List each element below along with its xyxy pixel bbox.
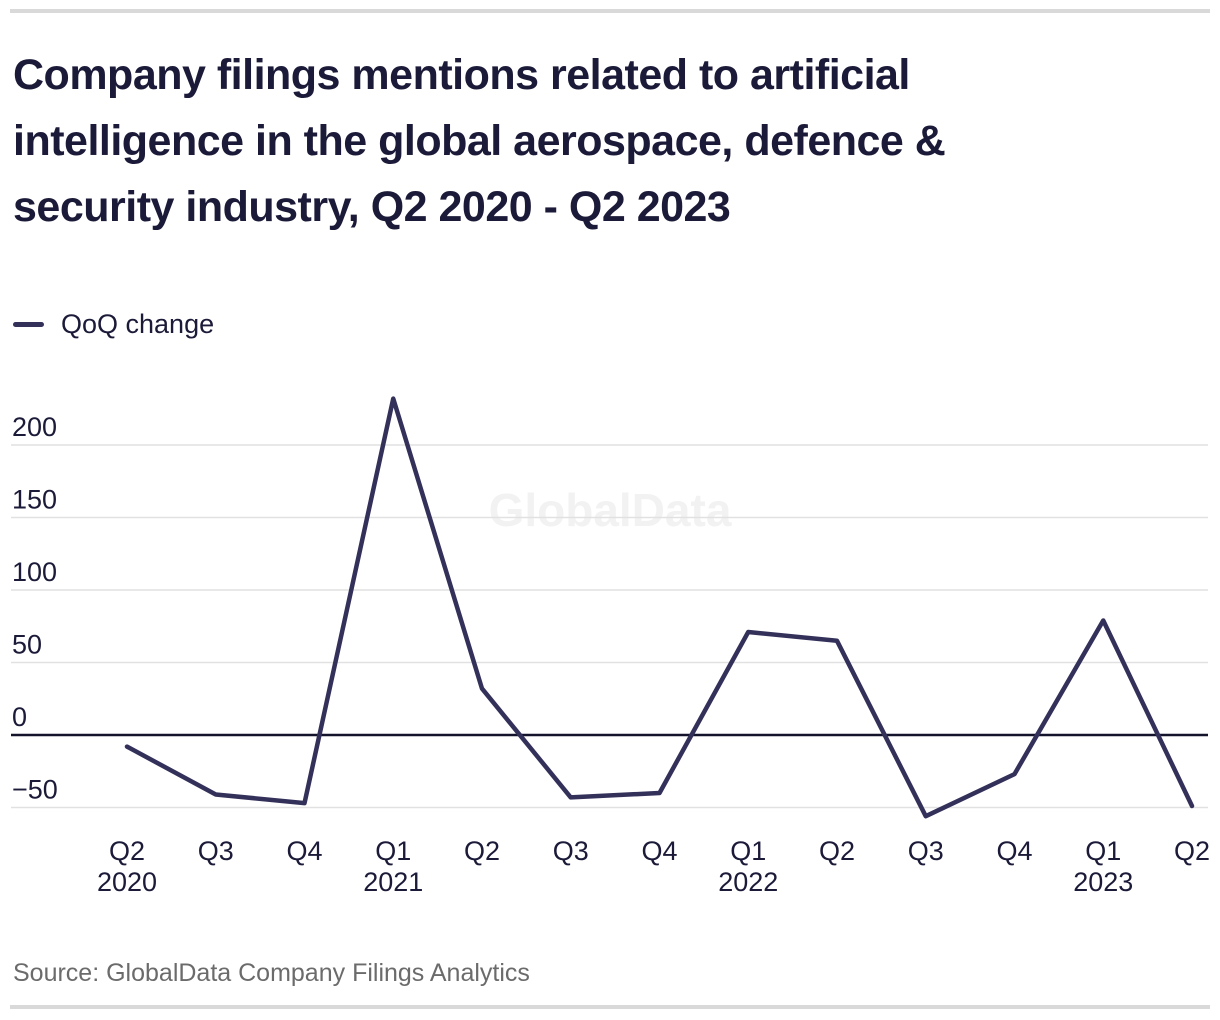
svg-text:Q4: Q4 [641,836,677,866]
svg-text:100: 100 [12,557,57,587]
svg-text:Q4: Q4 [286,836,322,866]
chart-title: Company filings mentions related to arti… [13,51,946,231]
top-divider [10,9,1210,13]
svg-text:−50: −50 [12,775,58,805]
svg-text:2020: 2020 [97,867,157,897]
svg-text:Q3: Q3 [553,836,589,866]
bottom-divider [10,1005,1210,1009]
source-caption: Source: GlobalData Company Filings Analy… [13,959,530,987]
legend: QoQ change [13,309,215,339]
svg-text:Q1: Q1 [730,836,766,866]
svg-text:2021: 2021 [363,867,423,897]
svg-text:Q1: Q1 [375,836,411,866]
legend-label: QoQ change [61,309,215,339]
svg-text:Q3: Q3 [198,836,234,866]
svg-text:Q2: Q2 [464,836,500,866]
svg-text:50: 50 [12,630,42,660]
svg-text:0: 0 [12,702,27,732]
svg-text:2022: 2022 [718,867,778,897]
svg-text:200: 200 [12,412,57,442]
svg-text:Q4: Q4 [996,836,1032,866]
legend-line-marker [13,322,44,327]
svg-text:Q1: Q1 [1085,836,1121,866]
svg-text:Q2: Q2 [109,836,145,866]
svg-text:150: 150 [12,485,57,515]
svg-text:Q3: Q3 [908,836,944,866]
svg-text:2023: 2023 [1073,867,1133,897]
svg-text:Q2: Q2 [1174,836,1210,866]
svg-text:Q2: Q2 [819,836,855,866]
